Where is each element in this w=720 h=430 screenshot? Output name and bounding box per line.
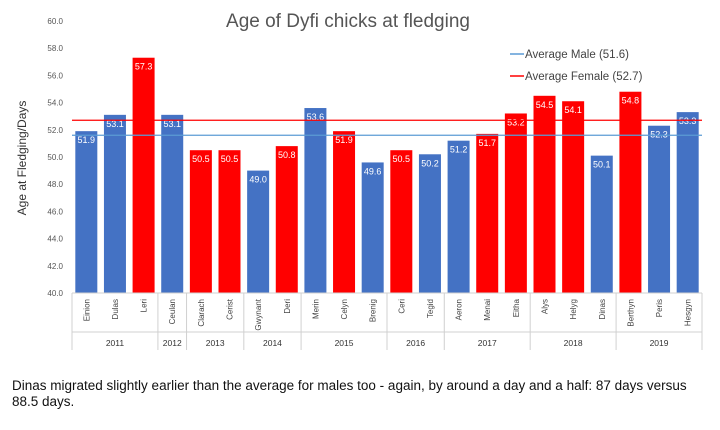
x-tick-label: Dulas bbox=[111, 299, 120, 319]
y-tick-label: 58.0 bbox=[47, 44, 63, 53]
bar-dulas bbox=[103, 114, 126, 293]
x-tick-label: Clarach bbox=[197, 299, 206, 327]
x-axis-year-labels: 2011 2012 2013 2014 2015 2016 2017 2018 2019 bbox=[106, 338, 669, 348]
x-tick-label: Leri bbox=[140, 299, 149, 313]
bar-value-label: 49.0 bbox=[249, 175, 267, 185]
bar-value-label: 50.1 bbox=[593, 160, 611, 170]
bar-helyg bbox=[562, 101, 585, 294]
caption-text: Dinas migrated slightly earlier than the… bbox=[12, 378, 687, 409]
x-tick-label: Deri bbox=[283, 299, 292, 314]
x-tick-label: Berthyn bbox=[626, 299, 635, 327]
bar-merin bbox=[304, 108, 327, 293]
bar-dinas bbox=[590, 155, 613, 293]
x-tick-label: Ceri bbox=[397, 299, 406, 314]
fledging-age-chart: Age of Dyfi chicks at fledging Age at Fl… bbox=[15, 11, 703, 350]
bar-eitha bbox=[504, 113, 527, 293]
x-tick-label: Brenig bbox=[369, 299, 378, 322]
bar-value-label: 49.6 bbox=[364, 166, 382, 176]
y-tick-label: 44.0 bbox=[47, 235, 63, 244]
year-label: 2017 bbox=[478, 338, 497, 348]
x-tick-label: Cerist bbox=[226, 298, 235, 320]
x-tick-label: Peris bbox=[655, 299, 664, 317]
bar-berthyn bbox=[619, 91, 642, 293]
bar-brenig bbox=[361, 162, 384, 293]
bar-celyn bbox=[333, 131, 356, 293]
average-lines bbox=[72, 119, 702, 136]
x-tick-label: Helyg bbox=[569, 299, 578, 319]
bar-clarach bbox=[189, 150, 212, 293]
year-label: 2013 bbox=[206, 338, 225, 348]
bar-leri bbox=[132, 57, 155, 293]
bar-value-label: 51.9 bbox=[335, 135, 353, 145]
bar-value-label: 51.7 bbox=[478, 138, 496, 148]
x-tick-label: Ceulan bbox=[168, 299, 177, 324]
chart-title: Age of Dyfi chicks at fledging bbox=[226, 11, 470, 32]
year-label: 2018 bbox=[564, 338, 583, 348]
year-label: 2014 bbox=[263, 338, 282, 348]
bar-value-label: 51.2 bbox=[450, 145, 468, 155]
bar-cerist bbox=[218, 150, 241, 293]
y-tick-label: 48.0 bbox=[47, 180, 63, 189]
y-tick-label: 54.0 bbox=[47, 99, 63, 108]
year-label: 2016 bbox=[406, 338, 425, 348]
y-tick-label: 42.0 bbox=[47, 262, 63, 271]
bar-gwynant bbox=[247, 170, 270, 293]
year-label: 2015 bbox=[335, 338, 354, 348]
bar-series bbox=[75, 57, 699, 294]
bar-value-label: 53.1 bbox=[163, 119, 181, 129]
bar-peris bbox=[648, 125, 671, 293]
bar-alys bbox=[533, 95, 556, 293]
x-tick-label: Alys bbox=[541, 299, 550, 314]
x-tick-label: Menai bbox=[483, 299, 492, 321]
bar-value-label: 51.9 bbox=[78, 135, 96, 145]
legend-label: Average Female (52.7) bbox=[525, 71, 643, 83]
bar-value-label: 50.2 bbox=[421, 158, 439, 168]
y-tick-label: 52.0 bbox=[47, 126, 63, 135]
bar-value-label: 50.5 bbox=[221, 154, 239, 164]
y-tick-label: 56.0 bbox=[47, 71, 63, 80]
bar-menai bbox=[476, 133, 499, 293]
x-tick-label: Eitha bbox=[512, 298, 521, 317]
bar-value-label: 50.8 bbox=[278, 150, 296, 160]
x-tick-label: Merin bbox=[311, 299, 320, 319]
bar-value-label: 54.5 bbox=[536, 100, 554, 110]
x-tick-label: Gwynant bbox=[254, 298, 263, 330]
x-tick-label: Celyn bbox=[340, 299, 349, 319]
x-tick-label: Einion bbox=[82, 299, 91, 321]
bar-tegid bbox=[418, 154, 441, 293]
bar-aeron bbox=[447, 140, 470, 293]
y-tick-label: 50.0 bbox=[47, 153, 63, 162]
bar-deri bbox=[275, 146, 298, 293]
bar-hesgyn bbox=[676, 112, 699, 294]
x-tick-label: Aeron bbox=[455, 299, 464, 320]
bar-value-label: 53.2 bbox=[507, 117, 525, 127]
x-tick-label: Dinas bbox=[598, 299, 607, 319]
year-label: 2011 bbox=[106, 338, 125, 348]
y-axis-ticks: 40.0 42.0 44.0 46.0 48.0 50.0 52.0 54.0 56.0 58.0… bbox=[47, 17, 63, 298]
x-tick-label: Tegid bbox=[426, 299, 435, 318]
y-axis-label: Age at Fledging/Days bbox=[15, 101, 29, 216]
legend: Average Male (51.6) Average Female (52.7) bbox=[510, 49, 643, 83]
bar-value-label: 53.1 bbox=[106, 119, 124, 129]
y-tick-label: 60.0 bbox=[47, 17, 63, 26]
bar-value-label: 57.3 bbox=[135, 62, 153, 72]
x-tick-label: Hesgyn bbox=[684, 299, 693, 326]
bar-value-label: 50.5 bbox=[393, 154, 411, 164]
bar-ceulan bbox=[161, 114, 184, 293]
bar-value-label: 50.5 bbox=[192, 154, 210, 164]
bar-ceri bbox=[390, 150, 413, 293]
bar-value-label: 54.1 bbox=[564, 105, 582, 115]
bar-value-label: 53.3 bbox=[679, 116, 697, 126]
year-label: 2019 bbox=[650, 338, 669, 348]
legend-label: Average Male (51.6) bbox=[525, 49, 629, 61]
y-tick-label: 40.0 bbox=[47, 289, 63, 298]
x-axis-table-lines bbox=[71, 292, 703, 350]
x-axis-category-labels: Einion Dulas Leri Ceulan Clarach Cerist Gwynan… bbox=[82, 298, 692, 330]
y-tick-label: 46.0 bbox=[47, 207, 63, 216]
bar-value-label: 54.8 bbox=[622, 96, 640, 106]
year-label: 2012 bbox=[163, 338, 182, 348]
bar-value-label: 53.6 bbox=[307, 112, 325, 122]
bar-einion bbox=[75, 131, 98, 293]
